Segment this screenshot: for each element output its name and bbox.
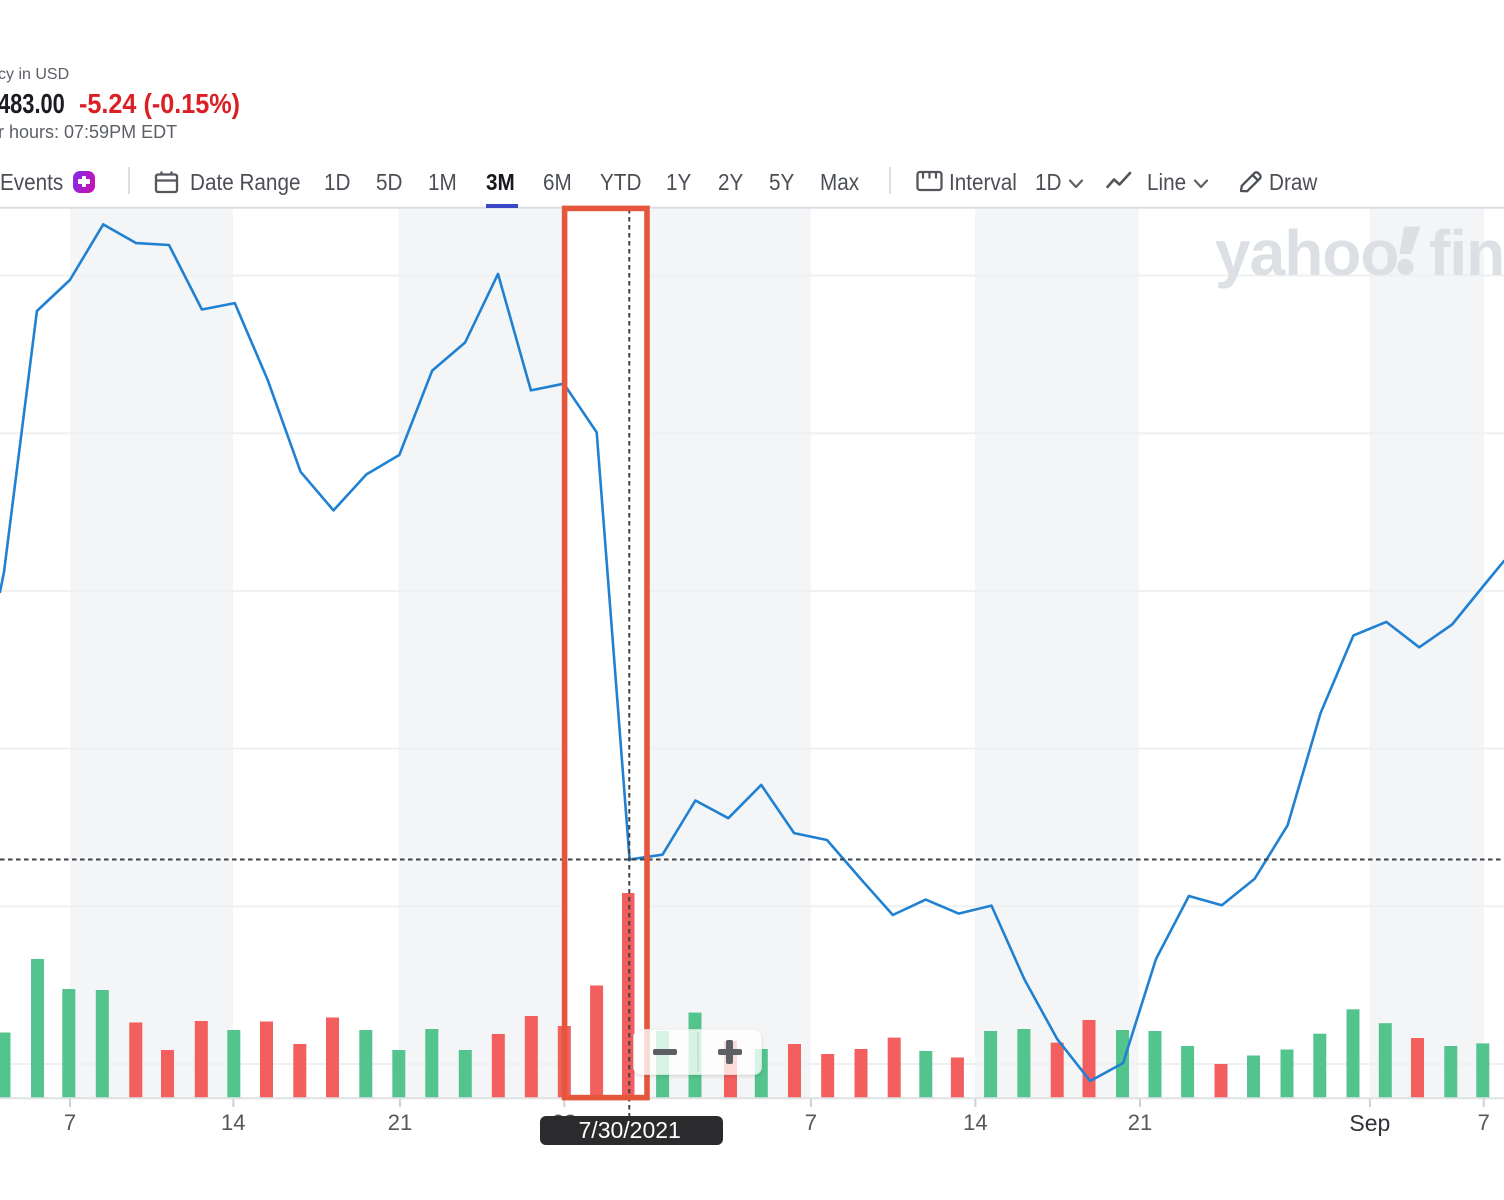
svg-text:finance: finance [1429, 217, 1504, 289]
svg-text:yahoo: yahoo [1215, 217, 1398, 289]
